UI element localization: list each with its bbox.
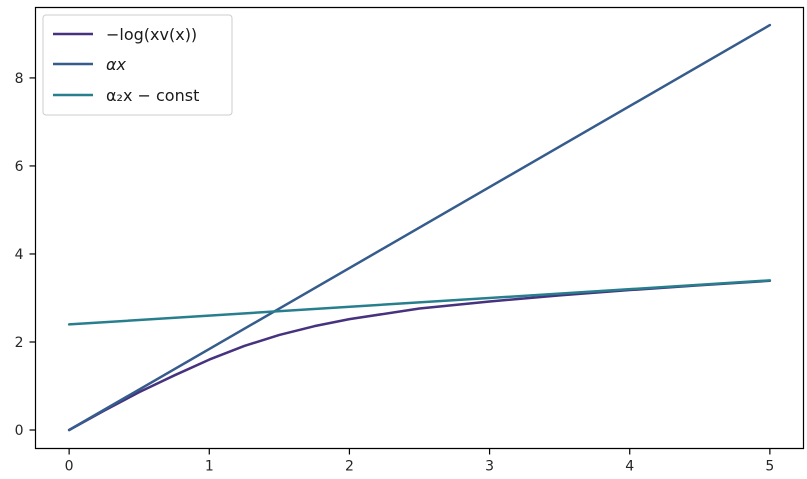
x-tick-label: 1 [205, 459, 214, 475]
legend-box [42, 14, 233, 116]
y-tick-label: 0 [15, 423, 24, 439]
legend-label-series-3: α₂x − const [106, 86, 199, 105]
series-lines [67, 23, 772, 432]
y-tick-label: 2 [15, 335, 24, 351]
y-tick-label: 4 [15, 247, 24, 263]
y-ticks: 0 2 4 6 8 [15, 71, 36, 439]
x-tick-label: 2 [345, 459, 354, 475]
legend: −log(xv(x)) αx α₂x − const [42, 14, 233, 116]
x-tick-label: 4 [625, 459, 634, 475]
y-tick-label: 8 [15, 71, 24, 87]
y-tick-label: 6 [15, 159, 24, 175]
x-tick-label: 5 [765, 459, 774, 475]
series-line-3 [67, 279, 772, 326]
x-ticks: 0 1 2 3 4 5 [65, 448, 774, 475]
series-line-2 [67, 23, 772, 432]
legend-label-series-1: −log(xv(x)) [106, 25, 197, 44]
legend-label-series-2: αx [106, 55, 127, 74]
x-tick-label: 3 [485, 459, 494, 475]
axes-frame [34, 6, 805, 450]
x-tick-label: 0 [65, 459, 74, 475]
